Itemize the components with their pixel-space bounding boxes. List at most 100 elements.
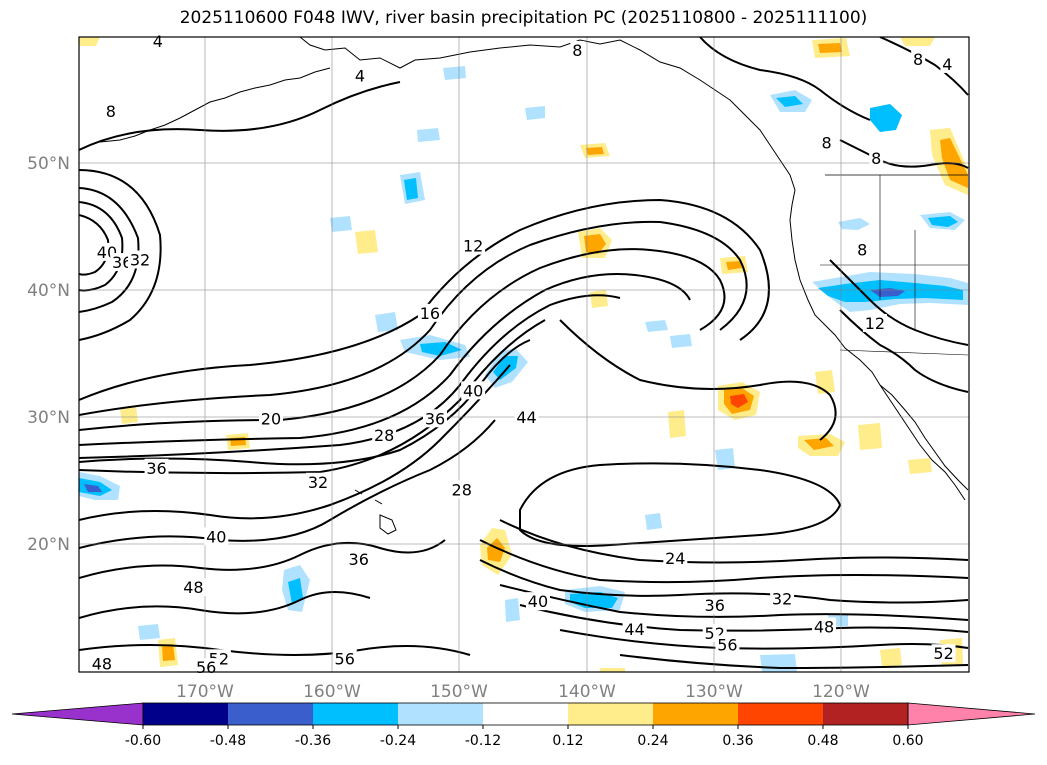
colorbar-swatches — [11, 702, 1036, 726]
shade-blue-small-6 — [417, 128, 440, 142]
shade-blue-small-14 — [375, 312, 398, 332]
colorbar-swatch — [483, 703, 568, 725]
contour-label-bg — [372, 425, 397, 444]
latitude-axis: 50°N 40°N 30°N 20°N — [27, 154, 70, 555]
contour-label: 48 — [183, 578, 203, 597]
contour-label: 40 — [528, 592, 548, 611]
colorbar-swatch — [823, 703, 908, 725]
shade-blue-small-2 — [330, 216, 352, 232]
contour-label: 8 — [871, 149, 881, 168]
shade-blue-small-12 — [760, 654, 797, 672]
contour-label-bg — [128, 250, 153, 269]
shade-blue-small-3 — [715, 448, 735, 470]
contour-20 — [79, 248, 726, 431]
contour-label: 36 — [349, 550, 369, 569]
contour-label: 56 — [717, 635, 737, 654]
shade-yellow-4 — [668, 410, 686, 438]
contour-label-bg — [332, 649, 357, 668]
contour-label-bg — [346, 550, 371, 569]
contour-label: 44 — [516, 408, 536, 427]
shade-blue-small-10 — [505, 598, 520, 622]
shade-orange-8 — [586, 147, 604, 155]
lat-label-40n: 40°N — [27, 281, 70, 301]
lon-label-170w: 170°W — [176, 682, 234, 702]
shade-blue-small-4 — [645, 320, 668, 332]
shade-blue-small-7 — [525, 106, 545, 120]
contour-label: 32 — [308, 473, 328, 492]
contour-40 — [79, 364, 511, 521]
colorbar: -0.60 -0.48 -0.36 -0.24 -0.12 0.12 0.24 0.36 0.4… — [11, 702, 1036, 749]
contour-label-bg — [306, 472, 331, 491]
contour-subtropical-48 — [519, 604, 969, 633]
shade-orange-1 — [584, 234, 606, 254]
contour-label: 36 — [705, 596, 725, 615]
shade-darkblue-west — [84, 484, 102, 492]
contour-label-bg — [525, 592, 550, 611]
contour-24-ring — [519, 462, 842, 547]
shade-yellow-20 — [880, 648, 902, 667]
shade-blue-small-8 — [443, 66, 466, 80]
colorbar-tick-label: 0.12 — [552, 733, 583, 749]
colorbar-frame — [142, 702, 909, 726]
shade-blue-jet-core — [493, 356, 518, 380]
contour-label: 48 — [814, 618, 834, 637]
colorbar-swatch — [738, 703, 823, 725]
shade-orange-5 — [726, 261, 742, 270]
shade-yellow-14 — [908, 458, 932, 474]
contour-label-bg — [770, 589, 795, 608]
contour-label: 48 — [92, 654, 112, 673]
contour-label: 28 — [374, 426, 394, 445]
shade-yellow-18 — [79, 37, 100, 46]
contour-label-bg — [931, 644, 956, 663]
colorbar-tick-label: 0.36 — [722, 733, 753, 749]
coast-west-us — [789, 189, 966, 501]
shade-orange-3 — [804, 438, 834, 450]
contour-label: 56 — [335, 649, 355, 668]
contour-label-bg — [89, 654, 114, 673]
shade-red-2 — [730, 394, 748, 408]
contour-label-bg — [702, 595, 727, 614]
contour-label-bg — [449, 480, 474, 499]
contour-28-low — [79, 169, 162, 341]
contour-label: 40 — [463, 381, 483, 400]
contour-label-bg — [911, 49, 926, 68]
contour-label: 16 — [420, 304, 440, 323]
lon-label-140w: 140°W — [558, 682, 616, 702]
contour-12 — [79, 198, 770, 401]
shade-yellow-15 — [120, 406, 138, 424]
contour-24 — [79, 273, 691, 446]
colorbar-tick-label: -0.36 — [295, 733, 331, 749]
contour-28-east — [559, 319, 837, 441]
shade-blue-small-5 — [670, 334, 692, 348]
contour-label-bg — [144, 458, 169, 477]
shade-blue-midpac-core — [420, 342, 462, 356]
contour-36 — [79, 339, 531, 466]
contour-subtropical-36 — [479, 539, 969, 584]
contour-label-bg — [514, 408, 539, 426]
plot-frame — [78, 36, 970, 673]
shade-yellow-19 — [900, 37, 935, 46]
shade-blue-oregon — [838, 218, 870, 230]
colorbar-tick-label: -0.60 — [125, 733, 161, 749]
contour-label: 12 — [865, 314, 885, 333]
contour-label: 4 — [153, 32, 163, 51]
graticule — [79, 37, 969, 672]
contour-label: 36 — [146, 459, 166, 478]
shade-blue-small-9 — [138, 624, 160, 640]
contour-subtropical-52 — [559, 629, 969, 650]
colorbar-swatch — [398, 703, 483, 725]
shade-orange-10 — [162, 644, 175, 661]
contour-label: 8 — [106, 102, 116, 121]
contour-label: 28 — [452, 480, 472, 499]
coast-alaska — [299, 37, 796, 191]
contour-label: 8 — [913, 50, 923, 69]
shade-blue-small-1-core — [404, 178, 418, 200]
lon-label-160w: 160°W — [303, 682, 361, 702]
contour-16 — [79, 220, 748, 416]
colorbar-swatch — [568, 703, 653, 725]
contour-label-bg — [940, 54, 955, 73]
lon-label-120w: 120°W — [812, 682, 870, 702]
contour-coast-8 — [699, 37, 871, 121]
contour-52 — [79, 590, 371, 619]
